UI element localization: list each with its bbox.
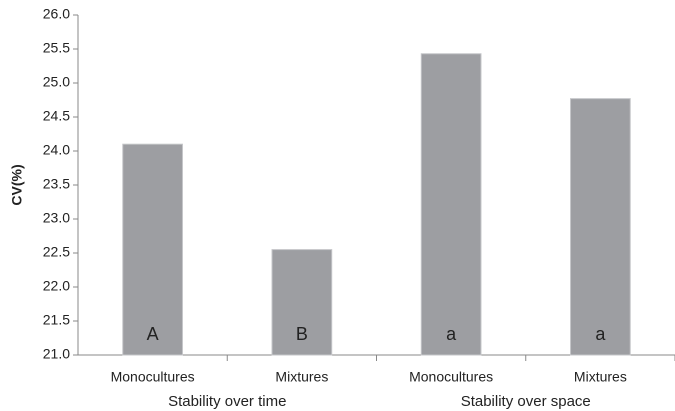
group-label: Stability over time — [168, 393, 286, 410]
bar — [271, 249, 333, 356]
bar-label: B — [296, 324, 308, 344]
y-axis-label: CV(%) — [9, 164, 25, 205]
y-tick-label: 25.0 — [43, 74, 70, 90]
y-tick-label: 22.0 — [43, 278, 70, 294]
bar-label: a — [446, 324, 457, 344]
y-tick-label: 21.5 — [43, 312, 70, 328]
bar-label: a — [595, 324, 606, 344]
y-tick-label: 23.0 — [43, 210, 70, 226]
y-tick-label: 26.0 — [43, 6, 70, 22]
bar — [122, 143, 183, 356]
y-tick-label: 23.5 — [43, 176, 70, 192]
x-tick-label: Mixtures — [275, 369, 328, 385]
group-label: Stability over space — [461, 393, 591, 410]
y-tick-label: 25.5 — [43, 40, 70, 56]
bar — [570, 98, 631, 356]
bar — [420, 53, 482, 356]
bar-label: A — [147, 324, 159, 344]
y-tick-label: 24.0 — [43, 142, 70, 158]
x-tick-label: Monocultures — [111, 369, 195, 385]
y-tick-label: 24.5 — [43, 108, 70, 124]
x-tick-label: Monocultures — [409, 369, 493, 385]
x-tick-label: Mixtures — [574, 369, 627, 385]
y-tick-label: 22.5 — [43, 244, 70, 260]
y-tick-label: 21.0 — [43, 346, 70, 362]
